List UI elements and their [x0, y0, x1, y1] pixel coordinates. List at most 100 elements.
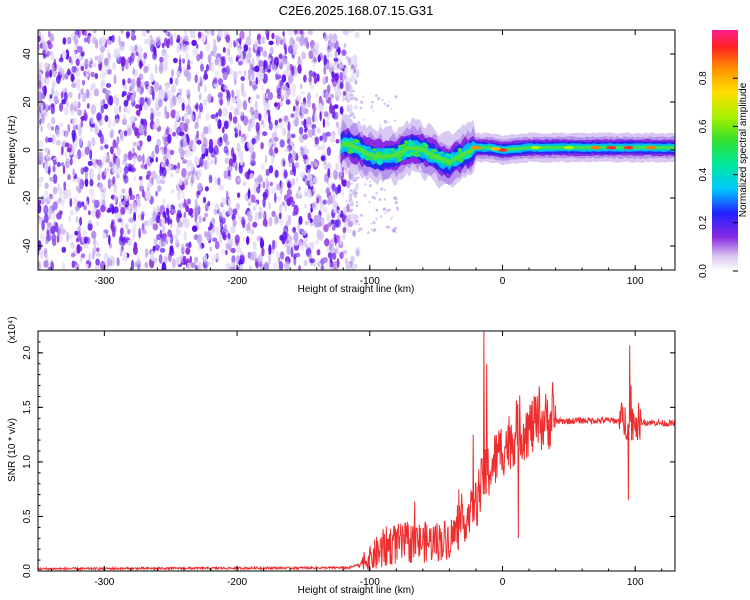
- noise-speckle: [142, 229, 147, 235]
- noise-speckle: [194, 256, 199, 263]
- noise-speckle: [348, 114, 352, 118]
- noise-speckle: [225, 34, 231, 43]
- noise-speckle: [187, 58, 191, 70]
- noise-speckle: [351, 112, 355, 116]
- noise-speckle: [282, 160, 286, 167]
- noise-speckle: [161, 42, 165, 49]
- noise-speckle: [38, 217, 42, 226]
- noise-speckle: [109, 260, 113, 267]
- signal-blob: [345, 138, 351, 142]
- noise-speckle: [71, 129, 77, 139]
- noise-speckle: [167, 229, 172, 238]
- noise-speckle: [71, 65, 77, 73]
- noise-speckle: [159, 204, 166, 215]
- noise-speckle: [107, 52, 111, 61]
- noise-speckle: [245, 224, 250, 232]
- snr-xlabel: Height of straight line (km): [298, 585, 415, 596]
- noise-speckle: [87, 223, 93, 231]
- noise-speckle: [179, 177, 183, 187]
- noise-speckle: [95, 258, 100, 267]
- noise-speckle: [76, 244, 81, 254]
- noise-speckle: [291, 178, 296, 186]
- noise-speckle: [354, 184, 360, 190]
- noise-speckle: [112, 61, 117, 71]
- noise-speckle: [69, 109, 75, 116]
- noise-speckle: [68, 56, 72, 64]
- noise-speckle: [119, 194, 124, 200]
- y-tick-label: 1.0: [22, 455, 33, 469]
- noise-speckle: [378, 124, 381, 126]
- noise-speckle: [122, 118, 127, 126]
- noise-speckle: [96, 211, 99, 218]
- noise-speckle: [91, 137, 96, 147]
- noise-speckle: [62, 37, 67, 45]
- noise-speckle: [38, 204, 42, 214]
- noise-speckle: [329, 62, 334, 68]
- noise-speckle: [261, 119, 264, 126]
- x-tick-label: -100: [360, 577, 380, 588]
- noise-speckle: [77, 109, 83, 116]
- noise-speckle: [129, 209, 133, 215]
- noise-speckle: [41, 86, 45, 93]
- noise-speckle: [274, 192, 277, 204]
- noise-speckle: [79, 178, 84, 190]
- noise-speckle: [61, 246, 67, 253]
- noise-speckle: [213, 52, 218, 58]
- noise-speckle: [155, 97, 158, 107]
- noise-speckle: [257, 174, 263, 183]
- noise-speckle: [204, 212, 209, 218]
- noise-speckle: [217, 119, 222, 130]
- noise-speckle: [138, 104, 143, 112]
- noise-speckle: [40, 113, 45, 125]
- noise-speckle: [234, 131, 238, 138]
- noise-speckle: [324, 238, 330, 247]
- noise-speckle: [282, 54, 286, 60]
- noise-speckle: [170, 208, 176, 214]
- noise-speckle: [359, 213, 364, 217]
- noise-speckle: [268, 244, 272, 256]
- noise-speckle: [292, 91, 296, 98]
- snr-frame: [37, 330, 676, 572]
- noise-speckle: [274, 119, 278, 126]
- noise-speckle: [243, 70, 247, 77]
- noise-speckle: [289, 157, 294, 164]
- noise-speckle: [299, 171, 306, 179]
- noise-speckle: [186, 70, 191, 82]
- noise-speckle: [293, 30, 298, 36]
- noise-speckle: [153, 257, 158, 263]
- noise-speckle: [50, 103, 55, 108]
- noise-speckle: [304, 220, 309, 226]
- noise-speckle: [179, 88, 183, 94]
- noise-speckle: [134, 220, 138, 228]
- noise-speckle: [80, 115, 86, 121]
- noise-speckle: [277, 87, 282, 97]
- noise-speckle: [298, 215, 303, 225]
- noise-speckle: [70, 241, 75, 249]
- noise-speckle: [281, 127, 287, 137]
- noise-speckle: [255, 55, 260, 62]
- noise-speckle: [325, 187, 330, 195]
- noise-speckle: [240, 91, 246, 97]
- signal-hotspot: [563, 145, 574, 150]
- noise-speckle: [312, 176, 319, 185]
- noise-speckle: [184, 89, 190, 96]
- noise-speckle: [102, 186, 106, 191]
- noise-speckle: [238, 70, 242, 75]
- noise-speckle: [84, 146, 90, 156]
- noise-speckle: [213, 145, 219, 156]
- noise-speckle: [203, 253, 208, 264]
- noise-speckle: [367, 231, 370, 234]
- noise-speckle: [249, 251, 254, 261]
- noise-speckle: [216, 34, 220, 43]
- noise-speckle: [181, 217, 187, 227]
- noise-speckle: [207, 54, 212, 63]
- noise-speckle: [52, 174, 58, 184]
- noise-speckle: [80, 167, 85, 175]
- noise-speckle: [84, 58, 89, 68]
- noise-speckle: [271, 32, 275, 40]
- noise-speckle: [177, 179, 181, 186]
- noise-speckle: [218, 184, 225, 191]
- noise-speckle: [305, 159, 309, 164]
- noise-speckle: [315, 92, 319, 98]
- noise-speckle: [207, 155, 211, 160]
